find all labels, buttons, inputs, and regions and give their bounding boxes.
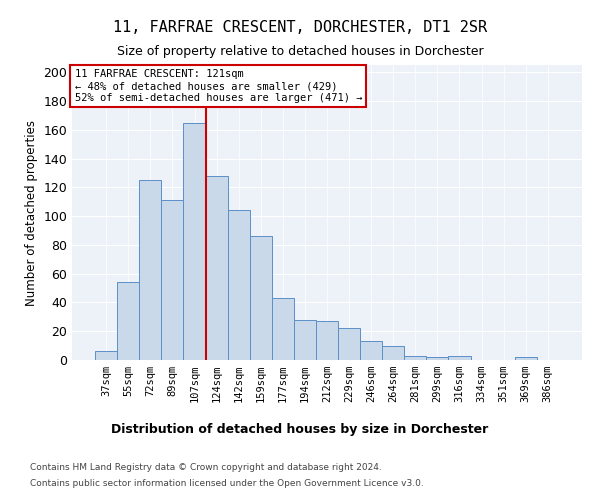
Bar [515,357,537,360]
Text: 11, FARFRAE CRESCENT, DORCHESTER, DT1 2SR: 11, FARFRAE CRESCENT, DORCHESTER, DT1 2S… [113,20,487,35]
Bar [360,342,382,360]
Bar [427,357,448,360]
Text: Distribution of detached houses by size in Dorchester: Distribution of detached houses by size … [112,422,488,436]
Bar [139,180,161,360]
Text: 11 FARFRAE CRESCENT: 121sqm
← 48% of detached houses are smaller (429)
52% of se: 11 FARFRAE CRESCENT: 121sqm ← 48% of det… [74,70,362,102]
Bar [448,356,470,360]
Bar [272,298,294,360]
Text: Contains HM Land Registry data © Crown copyright and database right 2024.: Contains HM Land Registry data © Crown c… [30,464,382,472]
Bar [206,176,227,360]
Bar [227,210,250,360]
Bar [338,328,360,360]
Bar [294,320,316,360]
Bar [404,356,427,360]
Bar [382,346,404,360]
Text: Contains public sector information licensed under the Open Government Licence v3: Contains public sector information licen… [30,478,424,488]
Bar [117,282,139,360]
Bar [250,236,272,360]
Text: Size of property relative to detached houses in Dorchester: Size of property relative to detached ho… [116,45,484,58]
Bar [95,352,117,360]
Bar [184,122,206,360]
Bar [161,200,184,360]
Bar [316,321,338,360]
Y-axis label: Number of detached properties: Number of detached properties [25,120,38,306]
